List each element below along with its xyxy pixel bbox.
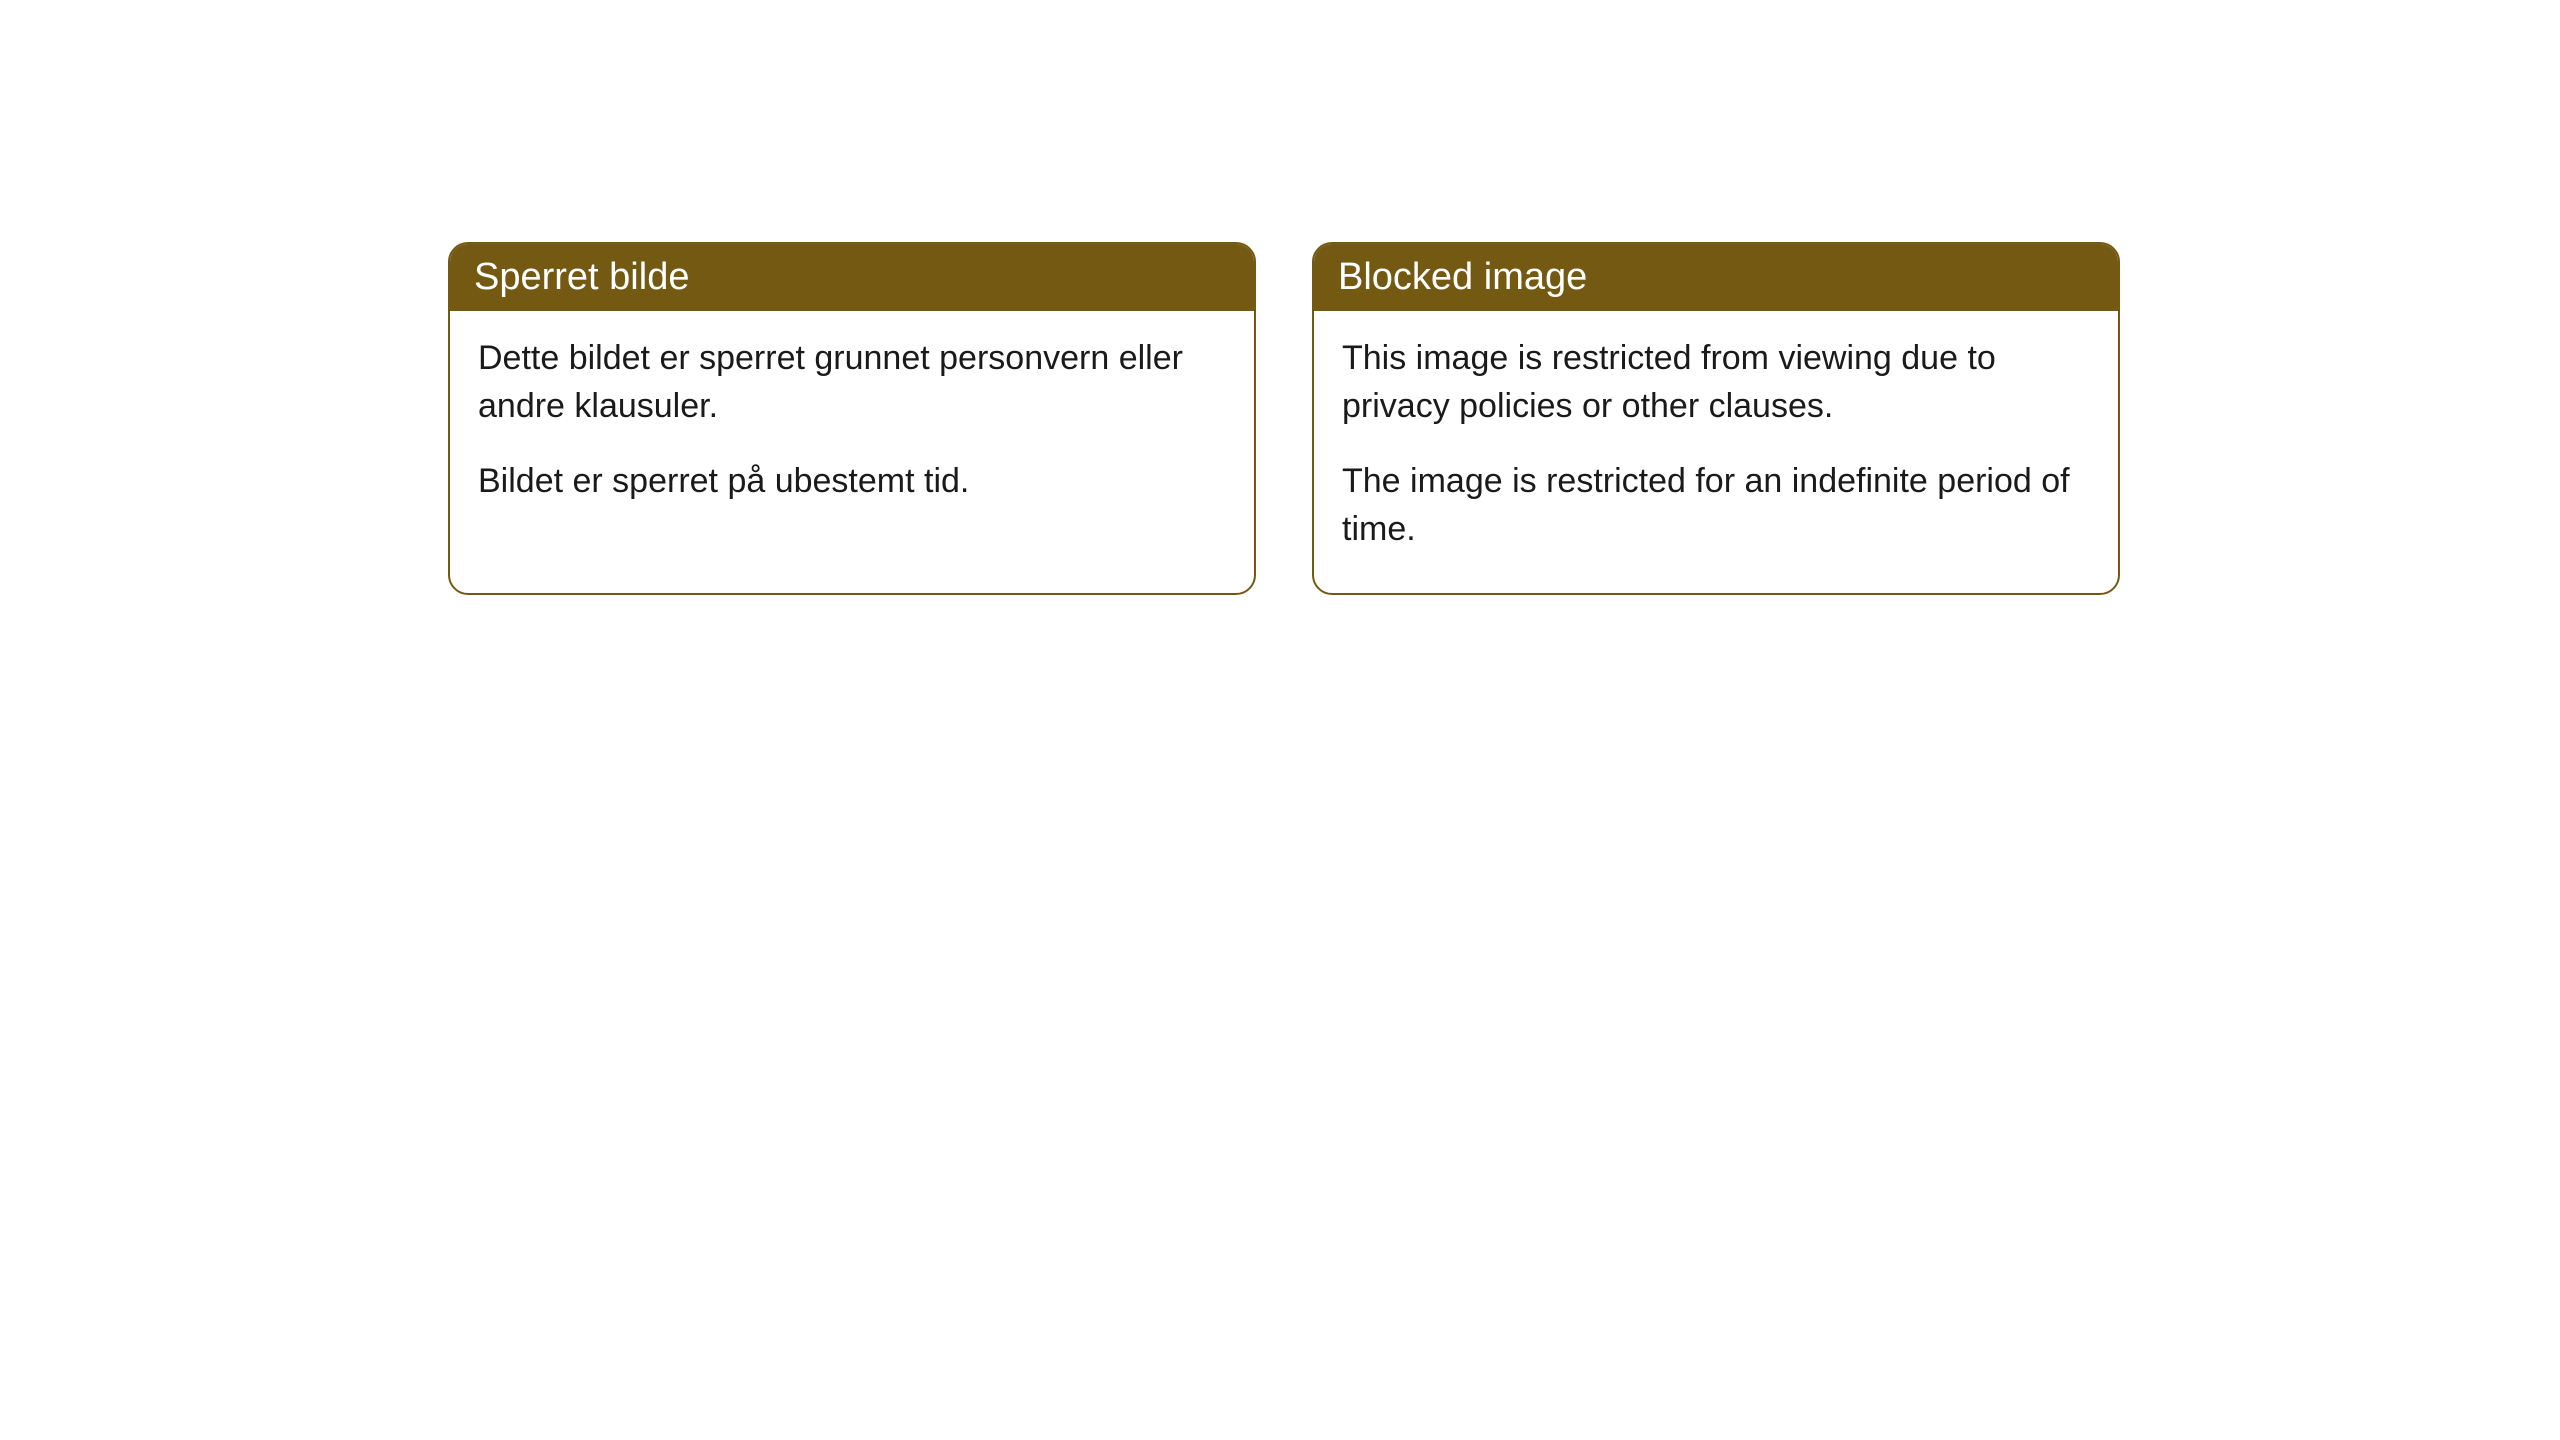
card-title-english: Blocked image <box>1338 256 1587 298</box>
card-body-english: This image is restricted from viewing du… <box>1314 311 2118 593</box>
notice-cards-container: Sperret bilde Dette bildet er sperret gr… <box>448 242 2120 595</box>
card-paragraph-1-norwegian: Dette bildet er sperret grunnet personve… <box>478 335 1226 430</box>
card-header-norwegian: Sperret bilde <box>450 244 1254 311</box>
card-header-english: Blocked image <box>1314 244 2118 311</box>
card-body-norwegian: Dette bildet er sperret grunnet personve… <box>450 311 1254 546</box>
card-paragraph-2-norwegian: Bildet er sperret på ubestemt tid. <box>478 458 1226 506</box>
blocked-image-card-english: Blocked image This image is restricted f… <box>1312 242 2120 595</box>
card-paragraph-2-english: The image is restricted for an indefinit… <box>1342 458 2090 553</box>
card-title-norwegian: Sperret bilde <box>474 256 689 298</box>
card-paragraph-1-english: This image is restricted from viewing du… <box>1342 335 2090 430</box>
blocked-image-card-norwegian: Sperret bilde Dette bildet er sperret gr… <box>448 242 1256 595</box>
